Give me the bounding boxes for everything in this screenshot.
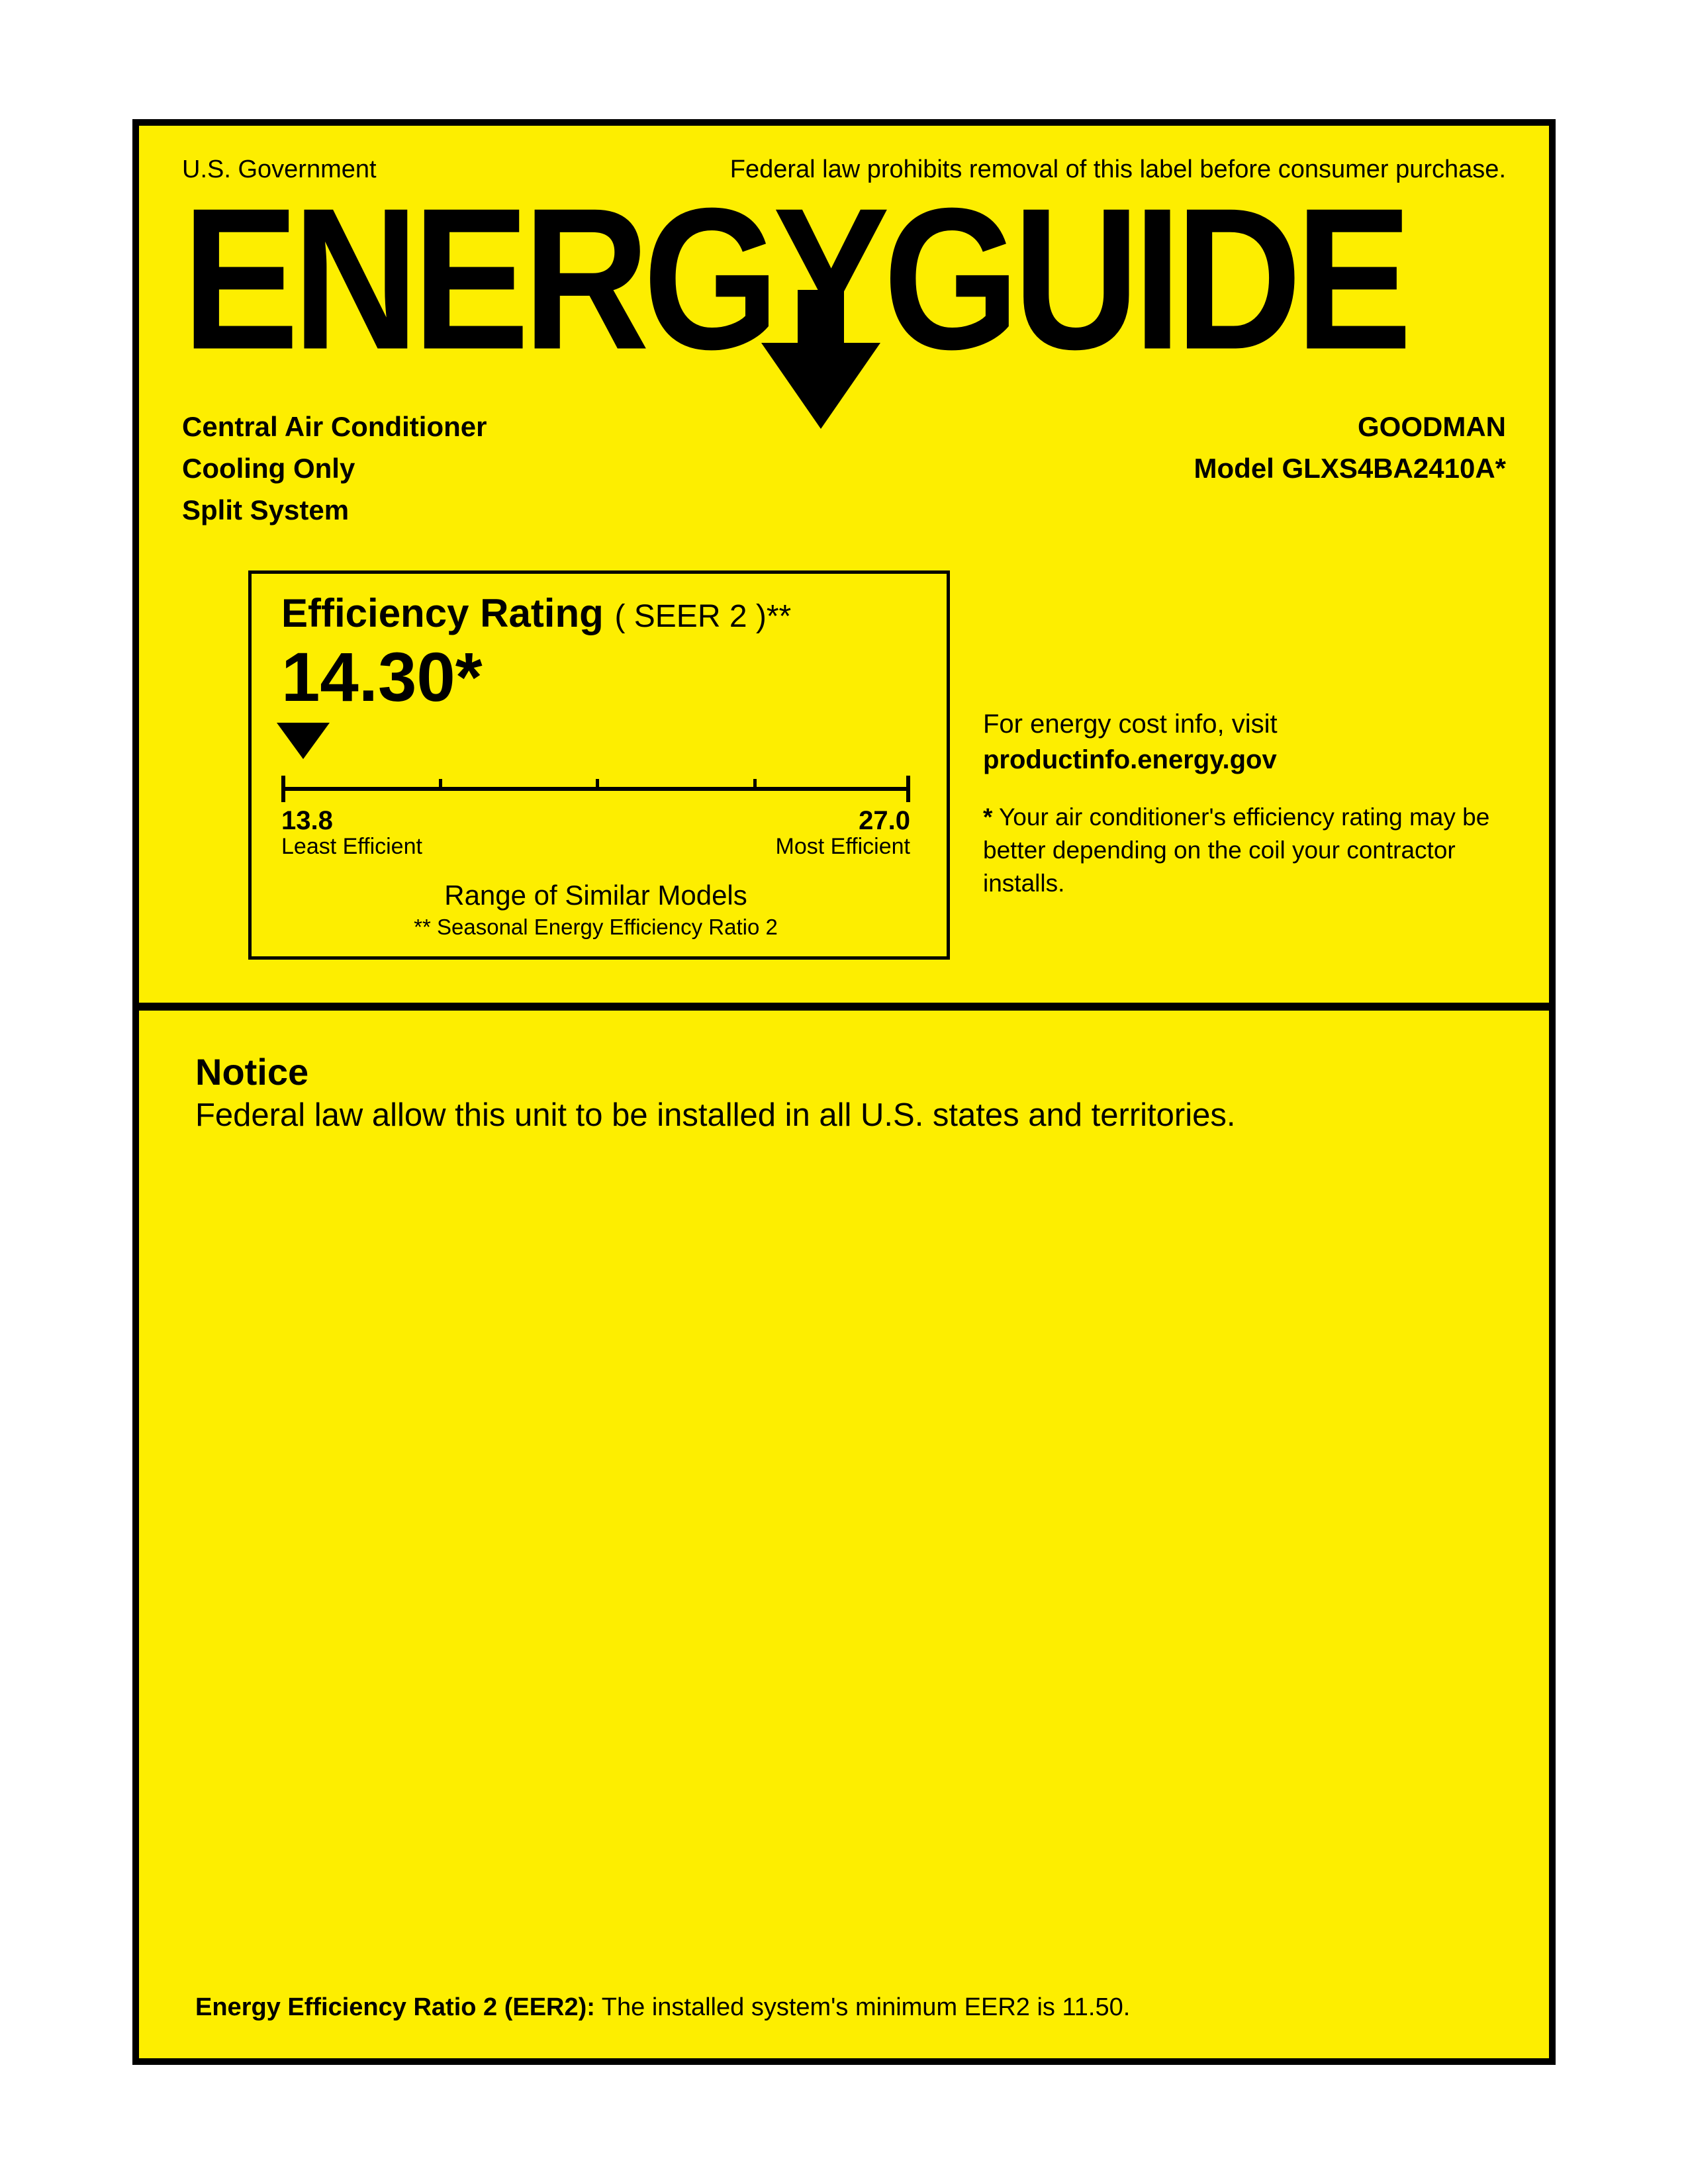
product-type-line2: Cooling Only [182, 447, 487, 489]
rating-subtitle: ( SEER 2 )** [614, 599, 791, 634]
notice-section: Notice Federal law allow this unit to be… [139, 1011, 1549, 1134]
rating-value: 14.30* [252, 639, 947, 716]
product-type-line3: Split System [182, 489, 487, 531]
scale-tick-end [906, 776, 910, 802]
scale-tick [596, 779, 599, 789]
scale-line [281, 776, 910, 802]
top-section: U.S. Government Federal law prohibits re… [139, 126, 1549, 531]
scale-tick [753, 779, 757, 789]
scale-tick [439, 779, 442, 789]
footnote-text: Your air conditioner's efficiency rating… [983, 803, 1489, 897]
footer-eer-text: The installed system's minimum EER2 is 1… [595, 1993, 1130, 2021]
seer-footnote: ** Seasonal Energy Efficiency Ratio 2 [281, 915, 910, 940]
efficiency-footnote: * Your air conditioner's efficiency rati… [983, 801, 1506, 900]
logo-wrap: ENERGYGUIDE [182, 194, 1506, 359]
rating-title: Efficiency Rating ( SEER 2 )** [252, 590, 947, 636]
scale-max: 27.0 Most Efficient [776, 807, 910, 860]
scale-labels: 13.8 Least Efficient 27.0 Most Efficient [281, 807, 910, 860]
scale-max-value: 27.0 [776, 807, 910, 834]
efficiency-rating-box: Efficiency Rating ( SEER 2 )** 14.30* [248, 570, 950, 960]
scale-min-value: 13.8 [281, 807, 422, 834]
scale-min: 13.8 Least Efficient [281, 807, 422, 860]
rating-title-text: Efficiency Rating [281, 591, 604, 635]
product-brand: GOODMAN [1194, 406, 1506, 447]
product-type: Central Air Conditioner Cooling Only Spl… [182, 406, 487, 531]
rating-area: Efficiency Rating ( SEER 2 )** 14.30* [248, 570, 1506, 960]
product-model-number: Model GLXS4BA2410A* [1194, 447, 1506, 489]
footnote-asterisk: * [983, 803, 992, 831]
scale-min-label: Least Efficient [281, 834, 422, 860]
logo-arrow-down-icon [761, 343, 880, 429]
rating-pointer-icon [277, 723, 330, 759]
footer-eer-label: Energy Efficiency Ratio 2 (EER2): [195, 1993, 595, 2021]
cost-info-url: productinfo.energy.gov [983, 742, 1506, 778]
side-info: For energy cost info, visit productinfo.… [983, 570, 1506, 960]
rating-pointer-row [252, 723, 947, 759]
notice-body: Federal law allow this unit to be instal… [195, 1097, 1493, 1134]
cost-info-line: For energy cost info, visit [983, 706, 1506, 742]
scale-max-label: Most Efficient [776, 834, 910, 860]
rating-scale: 13.8 Least Efficient 27.0 Most Efficient… [252, 759, 947, 940]
scale-tick-start [281, 776, 285, 802]
range-caption: Range of Similar Models [281, 880, 910, 911]
notice-title: Notice [195, 1050, 1493, 1093]
section-divider [139, 1003, 1549, 1011]
product-type-line1: Central Air Conditioner [182, 406, 487, 447]
energy-guide-label: U.S. Government Federal law prohibits re… [132, 119, 1556, 2065]
product-model: GOODMAN Model GLXS4BA2410A* [1194, 406, 1506, 531]
energyguide-logo: ENERGYGUIDE [182, 194, 1506, 365]
footer-eer-note: Energy Efficiency Ratio 2 (EER2): The in… [195, 1993, 1493, 2022]
